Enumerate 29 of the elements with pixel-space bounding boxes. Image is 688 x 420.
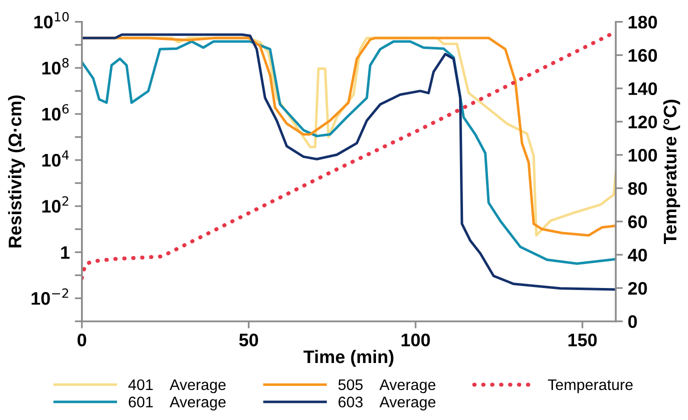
y-tick-label: 10$^{8}$ (42, 58, 69, 74)
legend-label: 603 Average (338, 396, 436, 410)
y2-tick-label: 40 (628, 248, 647, 262)
y2-tick-label: 0 (628, 315, 637, 328)
y-tick-label: 10$^{10}$ (34, 12, 69, 28)
y-tick-label: 1 (61, 246, 70, 259)
y2-tick-label: 160 (628, 49, 657, 62)
y-axis-title: Resistivity (Ω·cm) (8, 95, 25, 248)
legend-label: 401 Average (128, 379, 226, 394)
y2-tick-label: 120 (628, 116, 657, 128)
y2-axis-title: Temperature (°C) (663, 100, 680, 244)
y2-tick-label: 60 (628, 215, 647, 228)
y2-tick-label: 80 (628, 182, 647, 195)
legend-label: 505 Average (338, 379, 436, 394)
y-tick-label: 10$^{6}$ (42, 104, 69, 121)
legend-label: 601 Average (128, 396, 226, 410)
y-tick-label: 10$^{4}$ (42, 150, 69, 167)
y-tick-label: 10$^{−2}$ (32, 288, 68, 305)
legend-label: Temperature (548, 379, 633, 394)
x-tick-label: 100 (402, 334, 430, 346)
x-tick-label: 50 (239, 334, 258, 346)
x-tick-label: 150 (568, 334, 597, 346)
y2-tick-label: 100 (628, 148, 657, 162)
y-tick-label: 10$^{2}$ (42, 196, 68, 213)
x-axis-title: Time (min) (304, 350, 394, 367)
y2-tick-label: 20 (628, 282, 647, 295)
y2-tick-label: 180 (628, 16, 657, 29)
x-tick-label: 0 (78, 334, 86, 346)
y2-tick-label: 140 (628, 82, 657, 96)
